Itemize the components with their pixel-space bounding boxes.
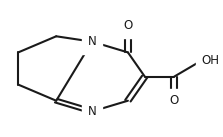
Text: N: N [88,35,96,48]
Text: O: O [170,94,179,107]
Text: N: N [88,105,96,118]
Text: OH: OH [202,54,220,67]
Text: O: O [123,19,132,32]
